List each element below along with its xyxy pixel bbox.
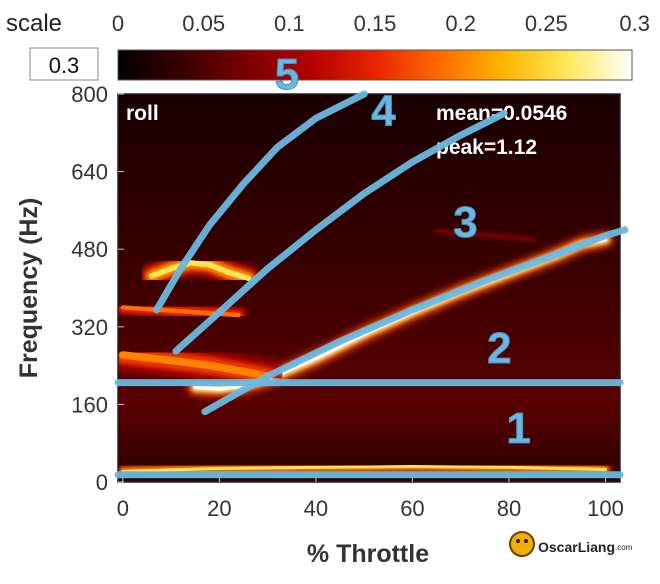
- colorbar: [117, 49, 633, 81]
- x-tick-label: 80: [497, 496, 521, 521]
- scale-label: scale: [6, 10, 62, 37]
- y-tick-label: 480: [71, 237, 108, 262]
- watermark: OscarLiang .com: [509, 531, 633, 557]
- y-tick-label: 800: [71, 82, 108, 107]
- x-tick-label: 40: [304, 496, 328, 521]
- colorbar-tick-label: 0.3: [619, 11, 650, 36]
- x-tick-label: 0: [117, 496, 129, 521]
- x-axis-label: % Throttle: [307, 540, 429, 568]
- colorbar-tick-label: 0: [112, 11, 124, 36]
- plot-frame: [117, 93, 621, 483]
- colorbar-tick-label: 0.1: [274, 11, 305, 36]
- overlay-number: 4: [371, 87, 396, 136]
- y-axis-ticks: 0 160 320 480 640 800: [71, 82, 124, 495]
- x-tick-label: 20: [207, 496, 231, 521]
- watermark-suffix: .com: [615, 543, 633, 552]
- y-tick-label: 320: [71, 315, 108, 340]
- heatmap-background: [118, 94, 620, 482]
- x-tick-label: 60: [400, 496, 424, 521]
- y-tick-label: 0: [96, 470, 108, 495]
- overlay-number: 5: [275, 50, 299, 99]
- band-1-core: [121, 465, 607, 473]
- y-axis-label: Frequency (Hz): [15, 198, 43, 379]
- watermark-text: OscarLiang: [538, 539, 615, 555]
- overlay-number: 2: [487, 324, 511, 373]
- frame-low-core: [119, 351, 272, 381]
- overlay-number-labels: 1 2 3 4 5: [274, 50, 531, 454]
- scale-input[interactable]: [29, 47, 99, 81]
- oscarliang-logo-icon: [509, 531, 535, 557]
- x-tick-label: 100: [587, 496, 624, 521]
- scale-input-value: 0.3: [49, 53, 80, 78]
- colorbar-tick-labels: 0 0.05 0.1 0.15 0.2 0.25 0.3: [112, 11, 650, 36]
- x-axis-ticks: 0 20 40 60 80 100: [117, 476, 624, 521]
- colorbar-tick-label: 0.05: [182, 11, 225, 36]
- y-tick-label: 160: [71, 392, 108, 417]
- overlay-number: 1: [506, 404, 530, 453]
- stat-peak: peak=1.12: [436, 136, 537, 159]
- overlay-number: 3: [453, 198, 477, 247]
- resonance-overlay-lines: [114, 90, 629, 479]
- side-480-core: [434, 229, 535, 243]
- overlay-line-3: [201, 226, 629, 416]
- frame-high-core: [149, 260, 251, 281]
- overlay-line-4: [172, 109, 508, 355]
- overlay-line-5: [153, 90, 368, 314]
- panel-label: roll: [126, 102, 159, 125]
- colorbar-tick-label: 0.2: [445, 11, 476, 36]
- colorbar-tick-label: 0.15: [354, 11, 397, 36]
- colorbar-tick-label: 0.25: [525, 11, 568, 36]
- y-tick-label: 640: [71, 160, 108, 185]
